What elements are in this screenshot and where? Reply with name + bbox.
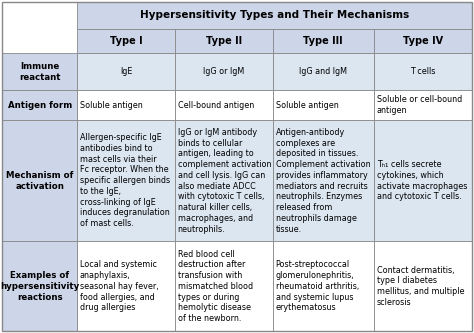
Bar bbox=[2, 241, 77, 331]
Text: IgG or IgM: IgG or IgM bbox=[203, 67, 245, 76]
Text: Type IV: Type IV bbox=[402, 36, 443, 46]
Text: Post-streptococcal
glomerulonephritis,
rheumatoid arthritis,
and systemic lupus
: Post-streptococcal glomerulonephritis, r… bbox=[275, 260, 359, 312]
Text: Cell-bound antigen: Cell-bound antigen bbox=[178, 101, 254, 110]
Text: Soluble or cell-bound
antigen: Soluble or cell-bound antigen bbox=[377, 95, 462, 115]
Bar bbox=[374, 241, 472, 331]
Bar bbox=[175, 53, 273, 90]
Bar bbox=[374, 53, 472, 90]
Bar bbox=[2, 29, 77, 53]
Bar bbox=[2, 90, 77, 120]
Bar bbox=[273, 53, 374, 90]
Text: Type III: Type III bbox=[303, 36, 343, 46]
Bar bbox=[77, 29, 175, 53]
Text: Examples of
hypersensitivity
reactions: Examples of hypersensitivity reactions bbox=[0, 271, 79, 302]
Text: Antigen-antibody
complexes are
deposited in tissues.
Complement activation
provi: Antigen-antibody complexes are deposited… bbox=[275, 128, 370, 233]
Text: Soluble antigen: Soluble antigen bbox=[275, 101, 338, 110]
Bar bbox=[374, 90, 472, 120]
Text: Mechanism of
activation: Mechanism of activation bbox=[6, 171, 73, 190]
Text: Local and systemic
anaphylaxis,
seasonal hay fever,
food allergies, and
drug all: Local and systemic anaphylaxis, seasonal… bbox=[80, 260, 158, 312]
Text: Allergen-specific IgE
antibodies bind to
mast cells via their
Fc receptor. When : Allergen-specific IgE antibodies bind to… bbox=[80, 133, 170, 228]
Bar bbox=[2, 120, 77, 241]
Bar bbox=[273, 120, 374, 241]
Text: Antigen form: Antigen form bbox=[8, 101, 72, 110]
Bar bbox=[77, 120, 175, 241]
Bar bbox=[77, 2, 472, 29]
Bar bbox=[374, 120, 472, 241]
Bar bbox=[273, 29, 374, 53]
Bar bbox=[175, 120, 273, 241]
Bar bbox=[2, 53, 77, 90]
Text: Contact dermatitis,
type I diabetes
mellitus, and multiple
sclerosis: Contact dermatitis, type I diabetes mell… bbox=[377, 266, 464, 307]
Bar bbox=[77, 53, 175, 90]
Text: Type II: Type II bbox=[206, 36, 242, 46]
Bar bbox=[175, 90, 273, 120]
Text: IgG and IgM: IgG and IgM bbox=[299, 67, 347, 76]
Bar bbox=[273, 241, 374, 331]
Bar bbox=[175, 241, 273, 331]
Text: T cells: T cells bbox=[410, 67, 436, 76]
Text: Soluble antigen: Soluble antigen bbox=[80, 101, 143, 110]
Bar bbox=[273, 90, 374, 120]
Text: Hypersensitivity Types and Their Mechanisms: Hypersensitivity Types and Their Mechani… bbox=[140, 10, 409, 20]
Bar bbox=[77, 90, 175, 120]
Text: Red blood cell
destruction after
transfusion with
mismatched blood
types or duri: Red blood cell destruction after transfu… bbox=[178, 250, 253, 323]
Text: Immune
reactant: Immune reactant bbox=[19, 62, 61, 82]
Bar bbox=[2, 2, 77, 29]
Bar bbox=[374, 29, 472, 53]
Text: Tₕ₁ cells secrete
cytokines, which
activate macrophages
and cytotoxic T cells.: Tₕ₁ cells secrete cytokines, which activ… bbox=[377, 160, 467, 201]
Bar bbox=[175, 29, 273, 53]
Text: IgG or IgM antibody
binds to cellular
antigen, leading to
complement activation
: IgG or IgM antibody binds to cellular an… bbox=[178, 128, 271, 233]
Text: Type I: Type I bbox=[109, 36, 142, 46]
Text: IgE: IgE bbox=[120, 67, 132, 76]
Bar bbox=[77, 241, 175, 331]
